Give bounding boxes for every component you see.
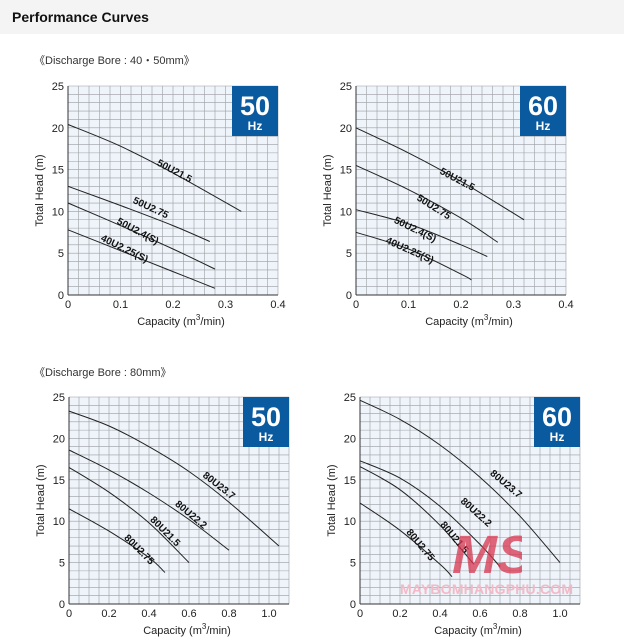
y-tick-label: 25	[52, 81, 64, 93]
y-tick-label: 5	[58, 248, 64, 260]
x-tick-label: 0.2	[165, 299, 180, 311]
y-axis-label: Total Head (m)	[35, 464, 47, 536]
x-tick-label: 0	[65, 299, 71, 311]
curve-50U2.4(S)	[355, 209, 488, 257]
x-tick-label: 0.4	[270, 299, 285, 311]
chart-80mm-50hz: 0 5 10 15 20 25 0 0.2 0.4 0.6 0.8 1.0 Total Head (m)…	[35, 392, 290, 637]
x-tick-label: 0.6	[472, 608, 487, 620]
x-tick-label: 0.4	[558, 299, 573, 311]
x-tick-label: 0.1	[113, 299, 128, 311]
frequency-badge	[232, 86, 278, 136]
site-watermark: MAYBOMHANGPHU.COM	[400, 581, 574, 597]
frequency-badge-unit: Hz	[550, 430, 565, 444]
x-tick-label: 0.1	[401, 299, 416, 311]
frequency-badge-value: 60	[542, 402, 572, 432]
curve-80U2.75	[68, 508, 166, 573]
curve-50U21.5	[355, 127, 525, 221]
x-tick-label: 0.4	[141, 608, 156, 620]
y-tick-label: 10	[344, 516, 356, 528]
x-tick-label: 0.4	[432, 608, 447, 620]
x-tick-label: 0.8	[221, 608, 236, 620]
frequency-badge-unit: Hz	[259, 430, 274, 444]
y-tick-label: 25	[340, 81, 352, 93]
curve-50U2.4(S)	[67, 202, 216, 270]
curve-50U21.5	[67, 124, 242, 212]
frequency-badge	[243, 397, 289, 447]
x-tick-label: 0.8	[512, 608, 527, 620]
discharge-bore-label-top: 《Discharge Bore : 40・50mm》	[34, 55, 195, 67]
y-tick-label: 10	[340, 206, 352, 218]
x-axis-label: Capacity (m3/min)	[137, 313, 225, 328]
frequency-badge-value: 60	[528, 91, 558, 121]
curve-80U22.2	[359, 460, 501, 568]
x-tick-label: 0	[357, 608, 363, 620]
x-tick-label: 1.0	[552, 608, 567, 620]
frequency-badge-unit: Hz	[536, 119, 551, 133]
y-tick-label: 25	[53, 392, 65, 404]
x-axis-label: Capacity (m3/min)	[425, 313, 513, 328]
curve-80U21.5	[68, 466, 190, 563]
curve-80U23.7	[359, 399, 561, 563]
y-tick-label: 5	[346, 248, 352, 260]
x-axis-label: Capacity (m3/min)	[434, 622, 522, 637]
y-axis-label: Total Head (m)	[326, 464, 338, 536]
curve-80U2.75	[359, 502, 453, 578]
y-tick-label: 20	[53, 433, 65, 445]
x-tick-label: 0	[66, 608, 72, 620]
y-tick-label: 10	[53, 516, 65, 528]
y-tick-label: 20	[344, 433, 356, 445]
page-title: Performance Curves	[12, 9, 149, 25]
x-axis-label: Capacity (m3/min)	[143, 622, 231, 637]
chart-40-50mm-60hz: 0 5 10 15 20 25 0 0.1 0.2 0.3 0.4 Total Head (m) Cap…	[322, 81, 574, 328]
y-tick-label: 0	[58, 290, 64, 302]
x-tick-label: 0.2	[453, 299, 468, 311]
grid	[359, 396, 581, 605]
chart-80mm-60hz: 0 5 10 15 20 25 0 0.2 0.4 0.6 0.8 1.0 Total Head (m)…	[326, 392, 581, 637]
y-tick-label: 0	[346, 290, 352, 302]
x-tick-label: 0.2	[101, 608, 116, 620]
y-tick-label: 15	[344, 475, 356, 487]
y-axis-label: Total Head (m)	[34, 154, 46, 226]
y-tick-label: 15	[53, 475, 65, 487]
x-tick-label: 1.0	[261, 608, 276, 620]
frequency-badge	[520, 86, 566, 136]
y-tick-label: 5	[350, 558, 356, 570]
y-tick-label: 20	[340, 123, 352, 135]
y-tick-label: 15	[52, 165, 64, 177]
frequency-badge	[534, 397, 580, 447]
page-header: Performance Curves	[0, 0, 624, 34]
x-tick-label: 0	[353, 299, 359, 311]
curve-80U23.7	[68, 410, 280, 547]
y-tick-label: 0	[59, 599, 65, 611]
curve-80U21.5	[359, 466, 475, 565]
x-tick-label: 0.3	[218, 299, 233, 311]
curve-40U2.25(S)	[355, 231, 472, 281]
curve-50U2.75	[67, 185, 210, 242]
x-tick-label: 0.6	[181, 608, 196, 620]
y-tick-label: 5	[59, 558, 65, 570]
frequency-badge-value: 50	[240, 91, 270, 121]
y-tick-label: 0	[350, 599, 356, 611]
y-tick-label: 10	[52, 206, 64, 218]
curve-40U2.25(S)	[67, 229, 216, 289]
ms-logo-text: MS	[452, 525, 522, 581]
ms-logo-watermark: MS	[452, 525, 522, 581]
curve-50U2.75	[355, 164, 499, 243]
frequency-badge-value: 50	[251, 402, 281, 432]
chart-40-50mm-50hz: 0 5 10 15 20 25 0 0.1 0.2 0.3 0.4 Total Head (m) Cap…	[34, 81, 286, 328]
y-tick-label: 25	[344, 392, 356, 404]
x-tick-label: 0.2	[392, 608, 407, 620]
x-tick-label: 0.3	[506, 299, 521, 311]
discharge-bore-label-bottom: 《Discharge Bore : 80mm》	[34, 367, 172, 379]
y-tick-label: 15	[340, 165, 352, 177]
y-tick-label: 20	[52, 123, 64, 135]
frequency-badge-unit: Hz	[248, 119, 263, 133]
y-axis-label: Total Head (m)	[322, 154, 334, 226]
curve-80U22.2	[68, 449, 230, 551]
